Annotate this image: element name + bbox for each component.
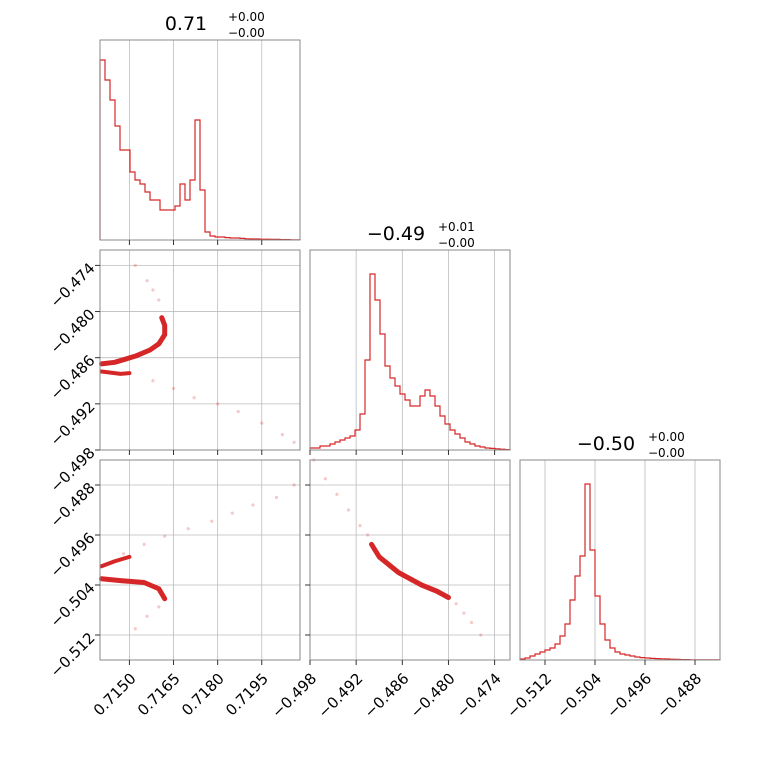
scatter-point [251, 503, 255, 507]
x-tick-label: −0.504 [553, 670, 605, 722]
contour-lower-1 [99, 554, 132, 569]
hist-title-1: −0.49 [367, 223, 425, 245]
x-tick-label: −0.480 [407, 670, 459, 722]
panel-frame [99, 459, 301, 661]
x-tick-label: 0.7180 [178, 670, 228, 720]
scatter-point [230, 511, 234, 515]
y-tick-label: −0.504 [47, 579, 99, 631]
scatter-point [274, 495, 279, 500]
y-tick-label: −0.474 [47, 259, 99, 311]
scatter-point [366, 533, 370, 537]
y-tick-label: −0.496 [47, 529, 99, 581]
panel-frame [99, 39, 301, 241]
panel-frame [99, 249, 301, 451]
scatter-point [133, 627, 137, 631]
scatter-point [121, 552, 126, 556]
hist-title-plus-1: +0.01 [438, 220, 475, 234]
histogram-0 [99, 59, 301, 241]
scatter-point [142, 542, 146, 546]
scatter-point [151, 379, 155, 383]
y-tick-label: −0.512 [47, 629, 99, 681]
scatter-point [145, 279, 149, 283]
scatter-point [260, 421, 264, 425]
scatter-point [462, 611, 466, 615]
scatter-point [163, 534, 167, 538]
x-tick-label: −0.512 [503, 670, 555, 722]
hist-title-minus-1: −0.00 [438, 236, 475, 250]
scatter-point [469, 620, 474, 625]
scatter-point [454, 602, 458, 606]
x-tick-label: −0.474 [453, 670, 505, 722]
scatter-point [292, 440, 296, 444]
panel-frame [309, 459, 511, 661]
scatter-point [192, 396, 196, 400]
x-tick-label: −0.488 [653, 670, 705, 722]
scatter-point [346, 508, 351, 512]
scatter-point [133, 263, 137, 267]
panel-frame [519, 459, 721, 661]
scatter-point [479, 633, 483, 637]
hist-title-minus-0: −0.00 [228, 26, 265, 40]
contour-band-2 [369, 541, 451, 600]
x-tick-label: 0.7150 [90, 670, 140, 720]
scatter-point [292, 483, 296, 487]
contour-line-2 [370, 543, 450, 599]
y-tick-label: −0.492 [47, 398, 99, 450]
y-tick-label: −0.486 [47, 352, 99, 404]
scatter-point [145, 614, 149, 618]
x-tick-label: −0.498 [268, 670, 320, 722]
contour-line-0 [100, 317, 166, 365]
scatter-point [358, 524, 362, 528]
scatter-point [210, 519, 214, 523]
scatter-point [186, 527, 190, 531]
x-tick-label: 0.7195 [222, 670, 272, 720]
contour-line-1 [100, 578, 166, 600]
scatter-point [236, 409, 240, 414]
x-tick-label: −0.496 [603, 670, 655, 722]
scatter-point [171, 386, 176, 391]
hist-title-plus-2: +0.00 [648, 430, 685, 444]
panel-frame [309, 249, 511, 451]
hist-title-plus-0: +0.00 [228, 10, 265, 24]
scatter-point [151, 288, 155, 292]
y-tick-label: −0.480 [47, 305, 99, 357]
scatter-point [280, 433, 284, 437]
scatter-point [335, 492, 339, 496]
x-tick-label: −0.486 [361, 670, 413, 722]
hist-title-0: 0.71 [165, 13, 207, 35]
histogram-1 [309, 273, 511, 451]
scatter-point [323, 477, 327, 481]
scatter-point [216, 402, 220, 406]
hist-title-2: −0.50 [577, 433, 635, 455]
histogram-2 [519, 483, 721, 661]
scatter-point [157, 298, 161, 302]
x-tick-label: 0.7165 [134, 670, 184, 720]
contour-lower-0 [99, 369, 132, 376]
x-tick-label: −0.492 [314, 670, 366, 722]
scatter-point [157, 605, 161, 609]
hist-title-minus-2: −0.00 [648, 446, 685, 460]
